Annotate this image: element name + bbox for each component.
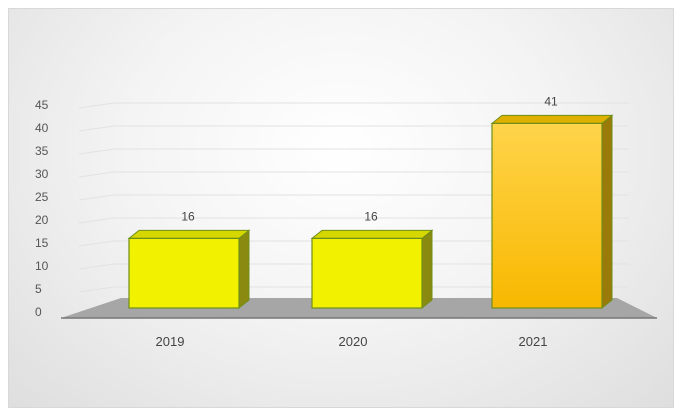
y-tick-label: 5 xyxy=(35,282,42,296)
data-label: 16 xyxy=(181,209,195,223)
bar-2020[interactable] xyxy=(311,237,423,309)
gridline xyxy=(78,194,629,201)
y-tick-label: 25 xyxy=(35,190,49,204)
gridline xyxy=(78,240,629,247)
gridline xyxy=(78,217,629,224)
x-tick-label: 2020 xyxy=(339,334,368,349)
bar-top xyxy=(310,229,434,239)
y-tick-label: 0 xyxy=(35,305,42,319)
gridlines xyxy=(78,102,629,293)
gridline xyxy=(78,125,629,132)
bar-side xyxy=(238,229,250,310)
y-axis: 0 5 10 15 20 25 30 35 40 45 xyxy=(35,98,49,319)
bar-top xyxy=(490,114,614,124)
chart-frame: 0 5 10 15 20 25 30 35 40 45 16 2019 16 2020 41 2021 xyxy=(8,8,674,408)
bar-top xyxy=(127,229,251,239)
labels: 16 2019 16 2020 41 2021 xyxy=(156,94,558,349)
bar-side xyxy=(421,229,433,310)
y-tick-label: 45 xyxy=(35,98,49,112)
gridline xyxy=(78,263,629,270)
bar-chart: 0 5 10 15 20 25 30 35 40 45 16 2019 16 2020 41 2021 xyxy=(35,94,657,349)
gridline xyxy=(78,102,629,109)
x-tick-label: 2019 xyxy=(156,334,185,349)
y-tick-label: 20 xyxy=(35,213,49,227)
y-tick-label: 15 xyxy=(35,236,49,250)
data-label: 16 xyxy=(364,209,378,223)
bar-side xyxy=(601,114,613,310)
bars xyxy=(127,114,614,310)
y-tick-label: 35 xyxy=(35,144,49,158)
data-label: 41 xyxy=(544,94,558,108)
gridline xyxy=(78,171,629,178)
bar-2019[interactable] xyxy=(128,237,240,309)
x-tick-label: 2021 xyxy=(519,334,548,349)
y-tick-label: 30 xyxy=(35,167,49,181)
y-tick-label: 40 xyxy=(35,121,49,135)
y-tick-label: 10 xyxy=(35,259,49,273)
bar-2021[interactable] xyxy=(491,122,603,309)
gridline xyxy=(78,286,629,293)
gridline xyxy=(78,148,629,155)
